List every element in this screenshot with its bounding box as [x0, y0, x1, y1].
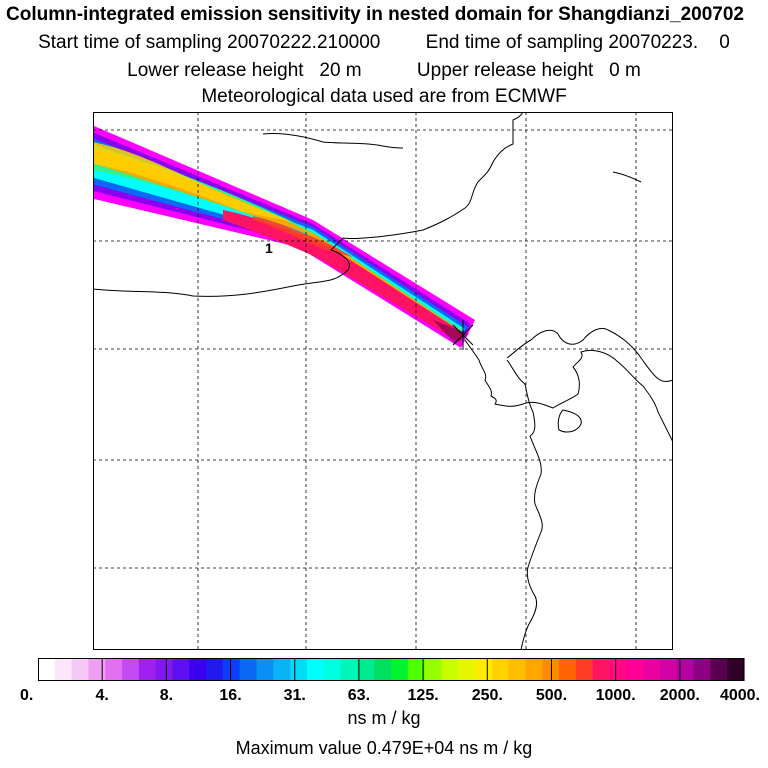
colorbar-cell [676, 658, 695, 681]
colorbar-cell [122, 658, 140, 681]
colorbar-cell [88, 658, 106, 681]
colorbar-cells [38, 658, 745, 681]
colorbar-tick-label: 8. [160, 687, 173, 704]
colorbar-cell [643, 658, 661, 681]
met-data-source: Meteorological data used are from ECMWF [201, 86, 567, 107]
colorbar-cell [659, 658, 678, 681]
map-frame [93, 112, 673, 650]
colorbar-cell [626, 658, 644, 681]
colorbar-cell [559, 658, 577, 681]
upper-release-label: Upper release height [416, 60, 594, 81]
colorbar-cell [374, 658, 392, 681]
colorbar-tick-label: 63. [348, 687, 370, 704]
colorbar-tick-labels: 0. 4. 8. 16. 31. 63. 125. 250. 500. 1000. 2000. 400… [20, 687, 760, 704]
colorbar-tick-label: 500. [536, 687, 567, 704]
colorbar-cell [222, 658, 241, 681]
colorbar-cell [508, 658, 527, 681]
start-time-label: Start time of sampling [38, 32, 222, 53]
colorbar-tick-label: 2000. [660, 687, 700, 704]
lower-release-value: 20 m [319, 60, 362, 81]
release-heights: Lower release height 20 m Upper release … [0, 60, 768, 82]
colorbar-cell [273, 658, 291, 681]
colorbar-tick-label: 16. [219, 687, 241, 704]
end-time-value-suffix: 0 [719, 32, 730, 53]
colorbar-cell [609, 658, 627, 681]
colorbar-cell [710, 658, 728, 681]
colorbar-cell [693, 658, 711, 681]
emission-plume [93, 125, 475, 348]
colorbar-cell [475, 658, 493, 681]
colorbar-tick-label: 250. [472, 687, 503, 704]
colorbar-cell [491, 658, 510, 681]
end-time-label: End time of sampling [425, 32, 604, 53]
colorbar-cell [407, 658, 426, 681]
colorbar-cell [105, 658, 123, 681]
colorbar-cell [424, 658, 443, 681]
colorbar-cell [54, 658, 73, 681]
colorbar-cell [575, 658, 594, 681]
colorbar-cell [239, 658, 258, 681]
colorbar-tick-label: 1000. [596, 687, 636, 704]
colorbar-cell [727, 658, 745, 681]
coastlines-borders [93, 112, 673, 650]
graticule [93, 112, 673, 650]
maximum-value: Maximum value 0.479E+04 ns m / kg [235, 738, 533, 758]
colorbar-cell [189, 658, 207, 681]
colorbar-cell [172, 658, 190, 681]
colorbar-separators [101, 658, 681, 681]
colorbar-cell [525, 658, 543, 681]
colorbar-cell [441, 658, 459, 681]
colorbar-cell [256, 658, 274, 681]
colorbar-cell [290, 658, 308, 681]
colorbar-tick-label: 31. [284, 687, 306, 704]
colorbar-cell [71, 658, 90, 681]
plot-title: Column-integrated emission sensitivity i… [6, 4, 745, 25]
colorbar-cell [458, 658, 476, 681]
colorbar-cell [306, 658, 325, 681]
colorbar-tick-label: 4000. [720, 687, 760, 704]
colorbar-cell [391, 658, 409, 681]
colorbar-tick-label: 4. [96, 687, 109, 704]
colorbar-tick-label: 0. [20, 687, 33, 704]
colorbar-cell [357, 658, 375, 681]
colorbar: 0. 4. 8. 16. 31. 63. 125. 250. 500. 1000. 2000. 400… [20, 658, 760, 704]
colorbar-cell [206, 658, 224, 681]
sampling-times: Start time of sampling 20070222.210000 E… [0, 32, 768, 54]
release-marker-label: 1 [265, 240, 273, 256]
end-time-value: 20070223. [608, 32, 699, 53]
colorbar-units: ns m / kg [347, 708, 421, 728]
colorbar-cell [138, 658, 157, 681]
map-panel: 1 [93, 112, 673, 650]
colorbar-tick-label: 125. [408, 687, 439, 704]
colorbar-cell [323, 658, 342, 681]
start-time-value: 20070222.210000 [227, 32, 381, 53]
colorbar-cell [592, 658, 611, 681]
lower-release-label: Lower release height [127, 60, 304, 81]
colorbar-cell [340, 658, 358, 681]
upper-release-value: 0 m [609, 60, 641, 81]
colorbar-frame [38, 658, 744, 681]
colorbar-cell [38, 658, 56, 681]
colorbar-cell [155, 658, 174, 681]
receptor-marker [452, 320, 474, 350]
